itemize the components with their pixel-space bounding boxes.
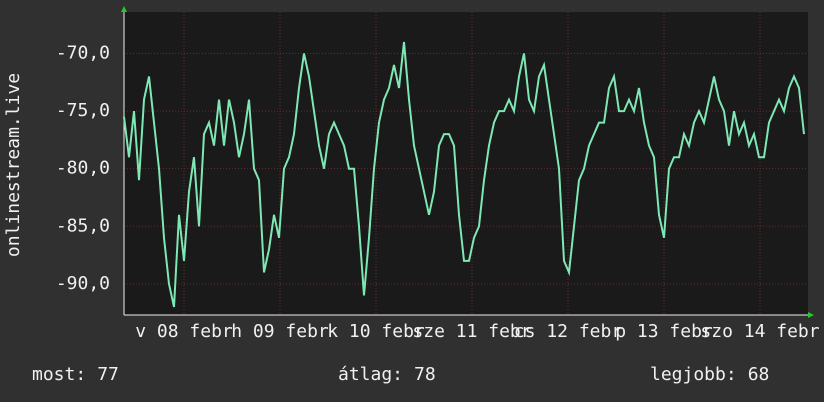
y-axis-arrow	[121, 6, 127, 12]
y-tick-label: -70,0	[56, 42, 110, 63]
x-tick-label: v 08 febr	[135, 321, 233, 342]
plot-area	[124, 12, 808, 315]
y-tick-label: -85,0	[56, 215, 110, 236]
stat-value: 68	[748, 364, 770, 385]
x-tick-label: p 13 febr	[615, 321, 713, 342]
stat-value: 78	[414, 364, 436, 385]
x-tick-label: sze 11 febr	[412, 321, 531, 342]
y-tick-label: -90,0	[56, 273, 110, 294]
x-tick-label: k 10 febr	[327, 321, 425, 342]
stat-label: most:	[32, 364, 86, 385]
stat-label: átlag:	[338, 364, 403, 385]
x-axis-arrow	[808, 312, 814, 318]
x-tick-label: cs 12 febr	[514, 321, 623, 342]
y-tick-label: -75,0	[56, 100, 110, 121]
x-tick-label: szo 14 febr	[700, 321, 819, 342]
y-axis-label: onlinestream.live	[3, 73, 24, 257]
stat-value: 77	[97, 364, 119, 385]
x-tick-label: h 09 febr	[231, 321, 329, 342]
y-tick-label: -80,0	[56, 158, 110, 179]
data-line	[123, 41, 805, 308]
stat-label: legjobb:	[650, 364, 737, 385]
